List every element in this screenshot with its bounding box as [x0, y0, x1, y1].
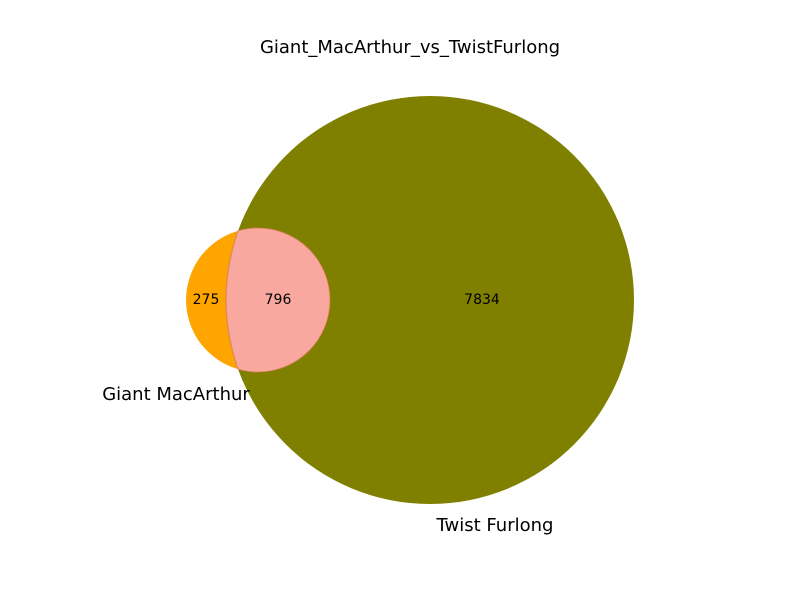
set-label-twist-furlong: Twist Furlong [436, 515, 554, 536]
count-only-twist-furlong: 7834 [464, 292, 500, 308]
set-circle-twist-furlong [226, 96, 634, 504]
set-label-giant-macarthur: Giant MacArthur [102, 384, 250, 405]
intersection-region [225, 228, 330, 372]
count-only-giant-macarthur: 275 [193, 292, 220, 308]
count-intersection: 796 [265, 292, 292, 308]
diagram-title: Giant_MacArthur_vs_TwistFurlong [260, 37, 560, 58]
intersection-outline [226, 227, 331, 373]
